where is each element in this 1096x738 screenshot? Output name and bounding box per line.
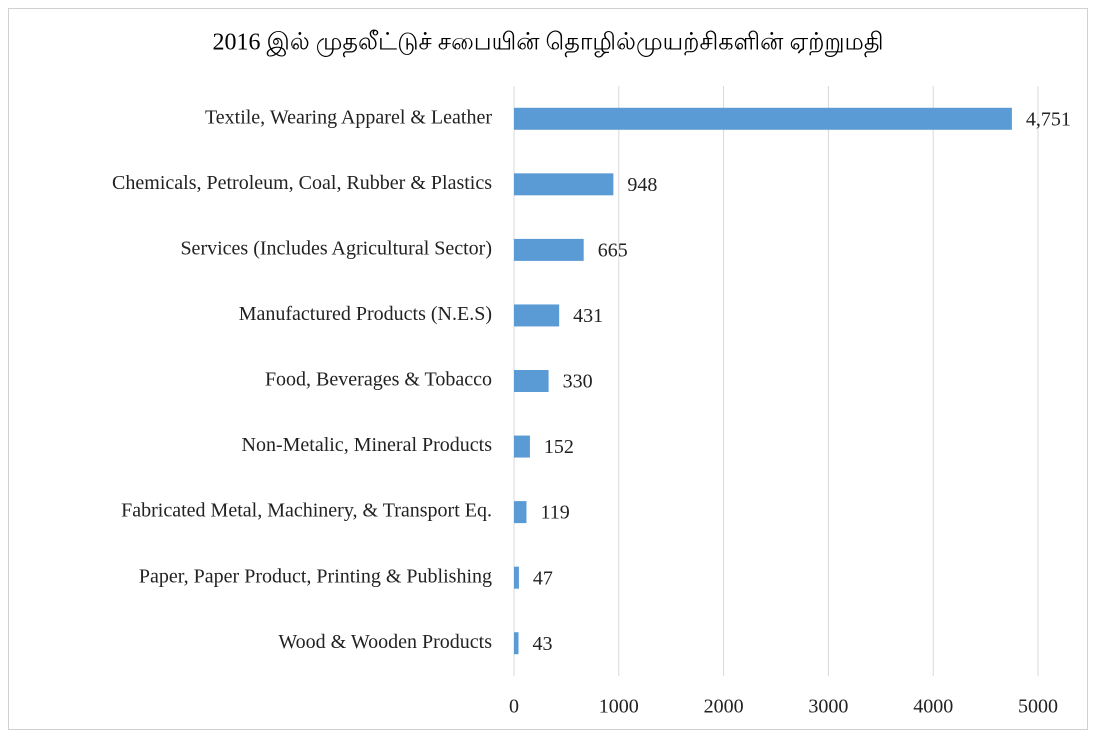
chart-title: 2016 இல் முதலீட்டுச் சபையின் தொழில்முயற்… [212, 30, 883, 58]
y-tick-label: Textile, Wearing Apparel & Leather [205, 106, 492, 128]
y-tick-label: Wood & Wooden Products [278, 631, 492, 653]
bar [514, 107, 1012, 130]
y-tick-label: Manufactured Products (N.E.S) [239, 303, 492, 325]
x-tick-label: 1000 [599, 696, 639, 718]
x-tick-label: 3000 [808, 696, 848, 718]
x-tick-label: 4000 [913, 696, 953, 718]
bar [514, 501, 527, 524]
value-label: 948 [627, 174, 657, 196]
bar [514, 435, 530, 458]
bar [514, 304, 560, 327]
value-label: 665 [598, 239, 628, 261]
bar [514, 632, 519, 655]
value-label: 152 [544, 436, 574, 458]
value-label: 43 [533, 633, 553, 655]
y-tick-label: Chemicals, Petroleum, Coal, Rubber & Pla… [112, 172, 492, 194]
value-label: 4,751 [1026, 108, 1071, 130]
bar [514, 370, 549, 392]
bar [514, 566, 519, 589]
x-tick-label: 2000 [704, 696, 744, 718]
value-label: 431 [573, 305, 603, 327]
x-tick-label: 0 [509, 696, 519, 718]
y-tick-label: Fabricated Metal, Machinery, & Transport… [121, 500, 492, 522]
y-tick-label: Non-Metalic, Mineral Products [242, 434, 493, 456]
bar [514, 173, 614, 196]
value-label: 330 [563, 371, 593, 393]
value-label: 119 [540, 502, 569, 524]
x-tick-label: 5000 [1018, 696, 1058, 718]
y-tick-label: Services (Includes Agricultural Sector) [180, 237, 492, 259]
value-label: 47 [533, 567, 553, 589]
y-tick-label: Food, Beverages & Tobacco [265, 369, 492, 391]
y-tick-label: Paper, Paper Product, Printing & Publish… [139, 565, 492, 587]
bar [514, 238, 584, 261]
